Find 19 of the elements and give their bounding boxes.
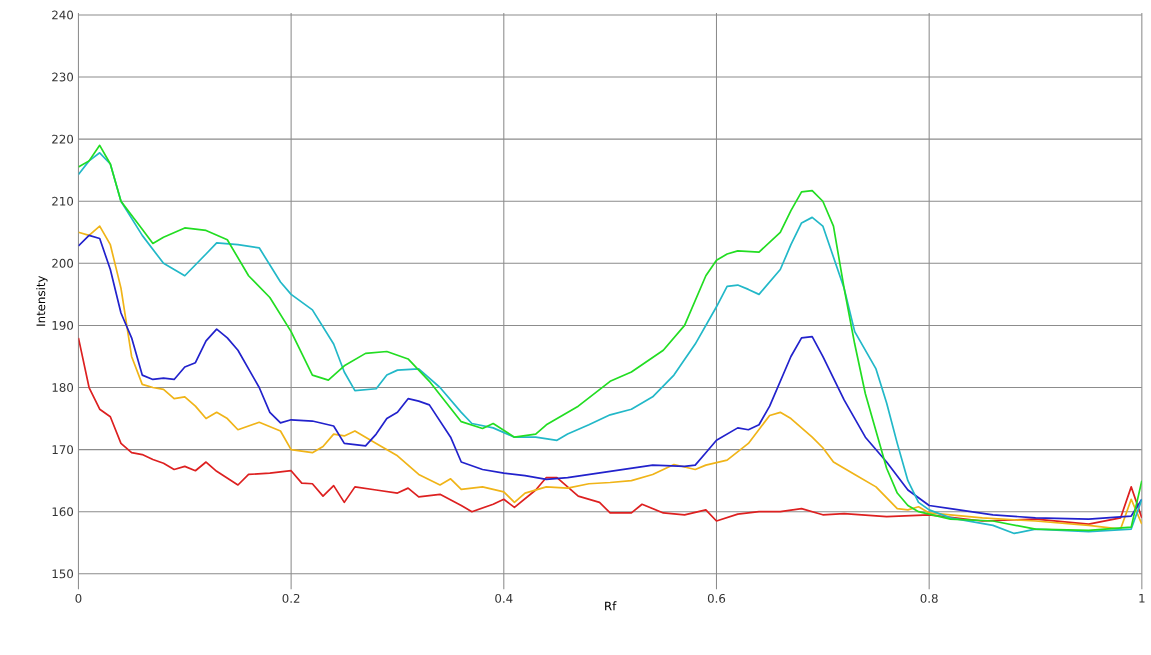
y-tick-label: 200	[52, 258, 74, 268]
x-tick-label: 1	[1139, 594, 1145, 603]
x-tick-label: 0.2	[282, 594, 300, 603]
y-tick-label: 170	[52, 445, 74, 455]
line-series	[78, 337, 1142, 526]
x-tick-label: 0.8	[920, 594, 938, 603]
y-tick-label: 230	[52, 72, 74, 82]
x-tick-label: 0.4	[495, 594, 513, 603]
y-tick-label: 220	[52, 134, 74, 144]
y-tick-label: 160	[52, 507, 74, 517]
x-tick-label: 0.6	[707, 594, 726, 603]
x-axis-title: Rf	[605, 601, 617, 611]
y-tick-label: 190	[52, 321, 74, 330]
y-tick-label: 210	[52, 196, 74, 206]
y-tick-label: 180	[52, 383, 74, 393]
y-tick-label: 150	[52, 569, 74, 579]
y-axis-title: Intensity	[36, 275, 48, 326]
x-tick-label: 0	[75, 594, 82, 603]
y-tick-label: 240	[52, 10, 74, 20]
